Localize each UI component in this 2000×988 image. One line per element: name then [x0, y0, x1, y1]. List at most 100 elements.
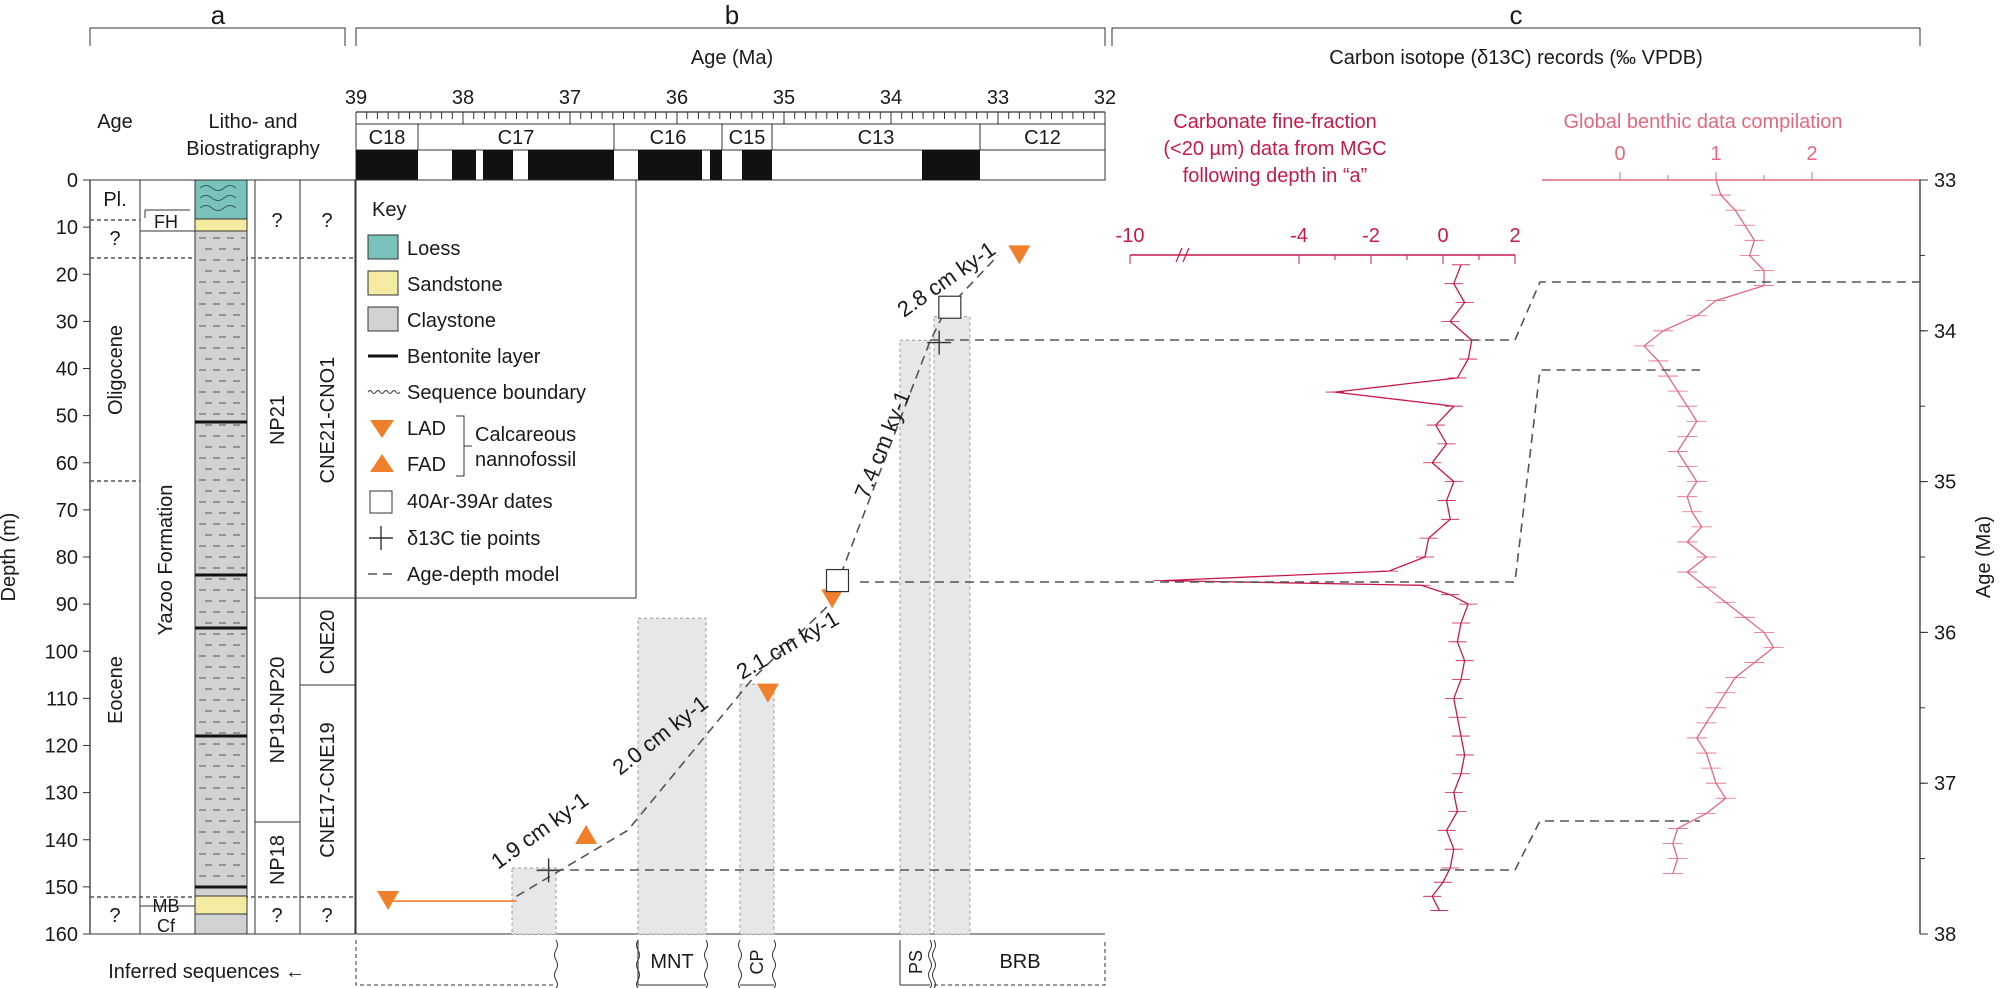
key-calcareous: Calcareous — [475, 424, 576, 446]
key-claystone: Claystone — [407, 310, 496, 332]
panel-label-b: b — [725, 0, 739, 30]
age-tick-label: 33 — [987, 87, 1009, 109]
sequence-band — [933, 316, 971, 935]
age-tick-label: 32 — [1094, 87, 1116, 109]
cne-q1: ? — [321, 210, 332, 232]
depth-tick-label: 100 — [45, 641, 78, 663]
tie-point-marker — [927, 330, 952, 355]
sandstone-layer-top — [194, 218, 248, 232]
fine-tick-label: -4 — [1290, 225, 1308, 247]
depth-tick-label: 70 — [56, 500, 78, 522]
key-sequence-swatch — [367, 390, 401, 394]
depth-tick-label: 40 — [56, 359, 78, 381]
age-column-header: Age — [97, 111, 133, 133]
sandstone-layer-bottom — [194, 895, 248, 915]
key-ar-dates: 40Ar-39Ar dates — [407, 491, 553, 513]
depth-tick-label: 20 — [56, 264, 78, 286]
fad-marker — [575, 825, 598, 845]
ar-date-icon — [369, 490, 393, 514]
formation-yazoo: Yazoo Formation — [155, 485, 177, 636]
depth-tick-label: 160 — [45, 924, 78, 946]
chron-label: C12 — [1024, 127, 1061, 149]
key-sandstone-swatch — [367, 270, 399, 296]
fine-tick-label: 0 — [1437, 225, 1448, 247]
formation-mb: MB — [153, 896, 180, 916]
depth-tick-label: 110 — [46, 688, 78, 710]
key-tie-points: δ13C tie points — [407, 528, 540, 550]
rate-label-1: 1.9 cm ky-1 — [486, 787, 593, 874]
np18: NP18 — [267, 835, 289, 885]
key-nannofossil: nannofossil — [475, 449, 576, 471]
chron-label: C16 — [650, 127, 687, 149]
panel-headers: a b c Age (Ma) Carbon isotope (δ13C) rec… — [89, 0, 1921, 69]
right-age-axis: 33 34 35 36 37 38 Age (Ma) — [1919, 170, 1995, 946]
sequence-cp: CP — [747, 949, 767, 974]
epoch-q1: ? — [109, 228, 120, 250]
key-sandstone: Sandstone — [407, 274, 503, 296]
key-legend: Key Loess Sandstone Claystone Bentonite … — [355, 179, 637, 599]
lad-marker — [756, 683, 779, 703]
sequence-band — [511, 867, 557, 935]
sequence-brb: BRB — [999, 951, 1040, 973]
right-age-tick-label: 33 — [1934, 170, 1956, 192]
age-tick-label: 38 — [452, 87, 474, 109]
cne20: CNE20 — [317, 610, 339, 674]
benthic-tick-label: 1 — [1710, 143, 1721, 165]
panel-label-c: c — [1510, 0, 1523, 30]
claystone-layer — [194, 230, 248, 897]
age-tick-label: 37 — [559, 87, 581, 109]
key-bentonite: Bentonite layer — [407, 346, 541, 368]
depth-tick-label: 90 — [56, 594, 78, 616]
fine-title-3: following depth in “a” — [1183, 165, 1368, 187]
age-axis-top: 39 38 37 36 35 34 33 32 C18 C17 C16 C15 C13 C12 — [345, 87, 1116, 181]
depth-tick-label: 60 — [56, 453, 78, 475]
fine-title-2: (<20 µm) data from MGC — [1163, 138, 1386, 160]
ar-date-marker — [825, 568, 850, 593]
np-q2: ? — [271, 905, 282, 927]
inferred-sequences: Inferred sequences ← MNT CP PS BRB — [108, 939, 1106, 988]
claystone-layer-bottom — [194, 913, 248, 935]
ar-date-marker — [938, 295, 962, 319]
right-age-tick-label: 34 — [1934, 321, 1956, 343]
epoch-eocene: Eocene — [105, 656, 127, 724]
key-loess: Loess — [407, 238, 460, 260]
age-tick-label: 39 — [345, 87, 367, 109]
depth-tick-label: 50 — [56, 406, 78, 428]
right-age-tick-label: 38 — [1934, 924, 1956, 946]
depth-tick-label: 140 — [45, 830, 78, 852]
chron-label: C17 — [498, 127, 535, 149]
key-age-depth: Age-depth model — [407, 564, 559, 586]
sequence-mnt: MNT — [650, 951, 693, 973]
column-a: Pl. ? Oligocene Eocene ? FH Yazoo Format… — [89, 179, 356, 936]
epoch-pl: Pl. — [103, 189, 126, 211]
fine-fraction-panel: Carbonate fine-fraction (<20 µm) data fr… — [1116, 111, 1521, 911]
cne21-cno1: CNE21-CNO1 — [317, 357, 339, 484]
fine-tick-label: -10 — [1116, 225, 1145, 247]
chron-label: C13 — [858, 127, 895, 149]
lad-marker — [1008, 245, 1031, 265]
age-tick-label: 34 — [880, 87, 902, 109]
age-depth-panel: 1.9 cm ky-1 2.0 cm ky-1 2.1 cm ky-1 7.4 … — [108, 236, 1106, 988]
key-title: Key — [372, 199, 406, 221]
benthic-panel: Global benthic data compilation 0 1 2 — [1542, 111, 1920, 875]
depth-axis: 0 10 20 30 40 50 60 70 80 90 100 110 120 130 140 150 160… — [0, 170, 91, 946]
key-lad: LAD — [407, 418, 446, 440]
bentonite-layers — [195, 420, 247, 889]
benthic-title: Global benthic data compilation — [1563, 111, 1842, 133]
sequence-band — [899, 339, 931, 935]
sequence-band — [739, 683, 775, 935]
rate-label-3: 2.1 cm ky-1 — [732, 606, 843, 685]
np19-np20: NP19-NP20 — [267, 657, 289, 764]
depth-tick-label: 30 — [56, 311, 78, 333]
depth-tick-label: 130 — [45, 783, 78, 805]
litho-header-1: Litho- and — [209, 111, 298, 133]
formation-cf: Cf — [157, 916, 176, 936]
right-age-tick-label: 36 — [1934, 622, 1956, 644]
age-ma-title: Age (Ma) — [691, 47, 773, 69]
depth-tick-label: 120 — [45, 736, 78, 758]
np-q1: ? — [271, 210, 282, 232]
fine-tick-label: -2 — [1362, 225, 1380, 247]
depth-tick-label: 150 — [45, 877, 78, 899]
key-claystone-swatch — [367, 306, 399, 332]
